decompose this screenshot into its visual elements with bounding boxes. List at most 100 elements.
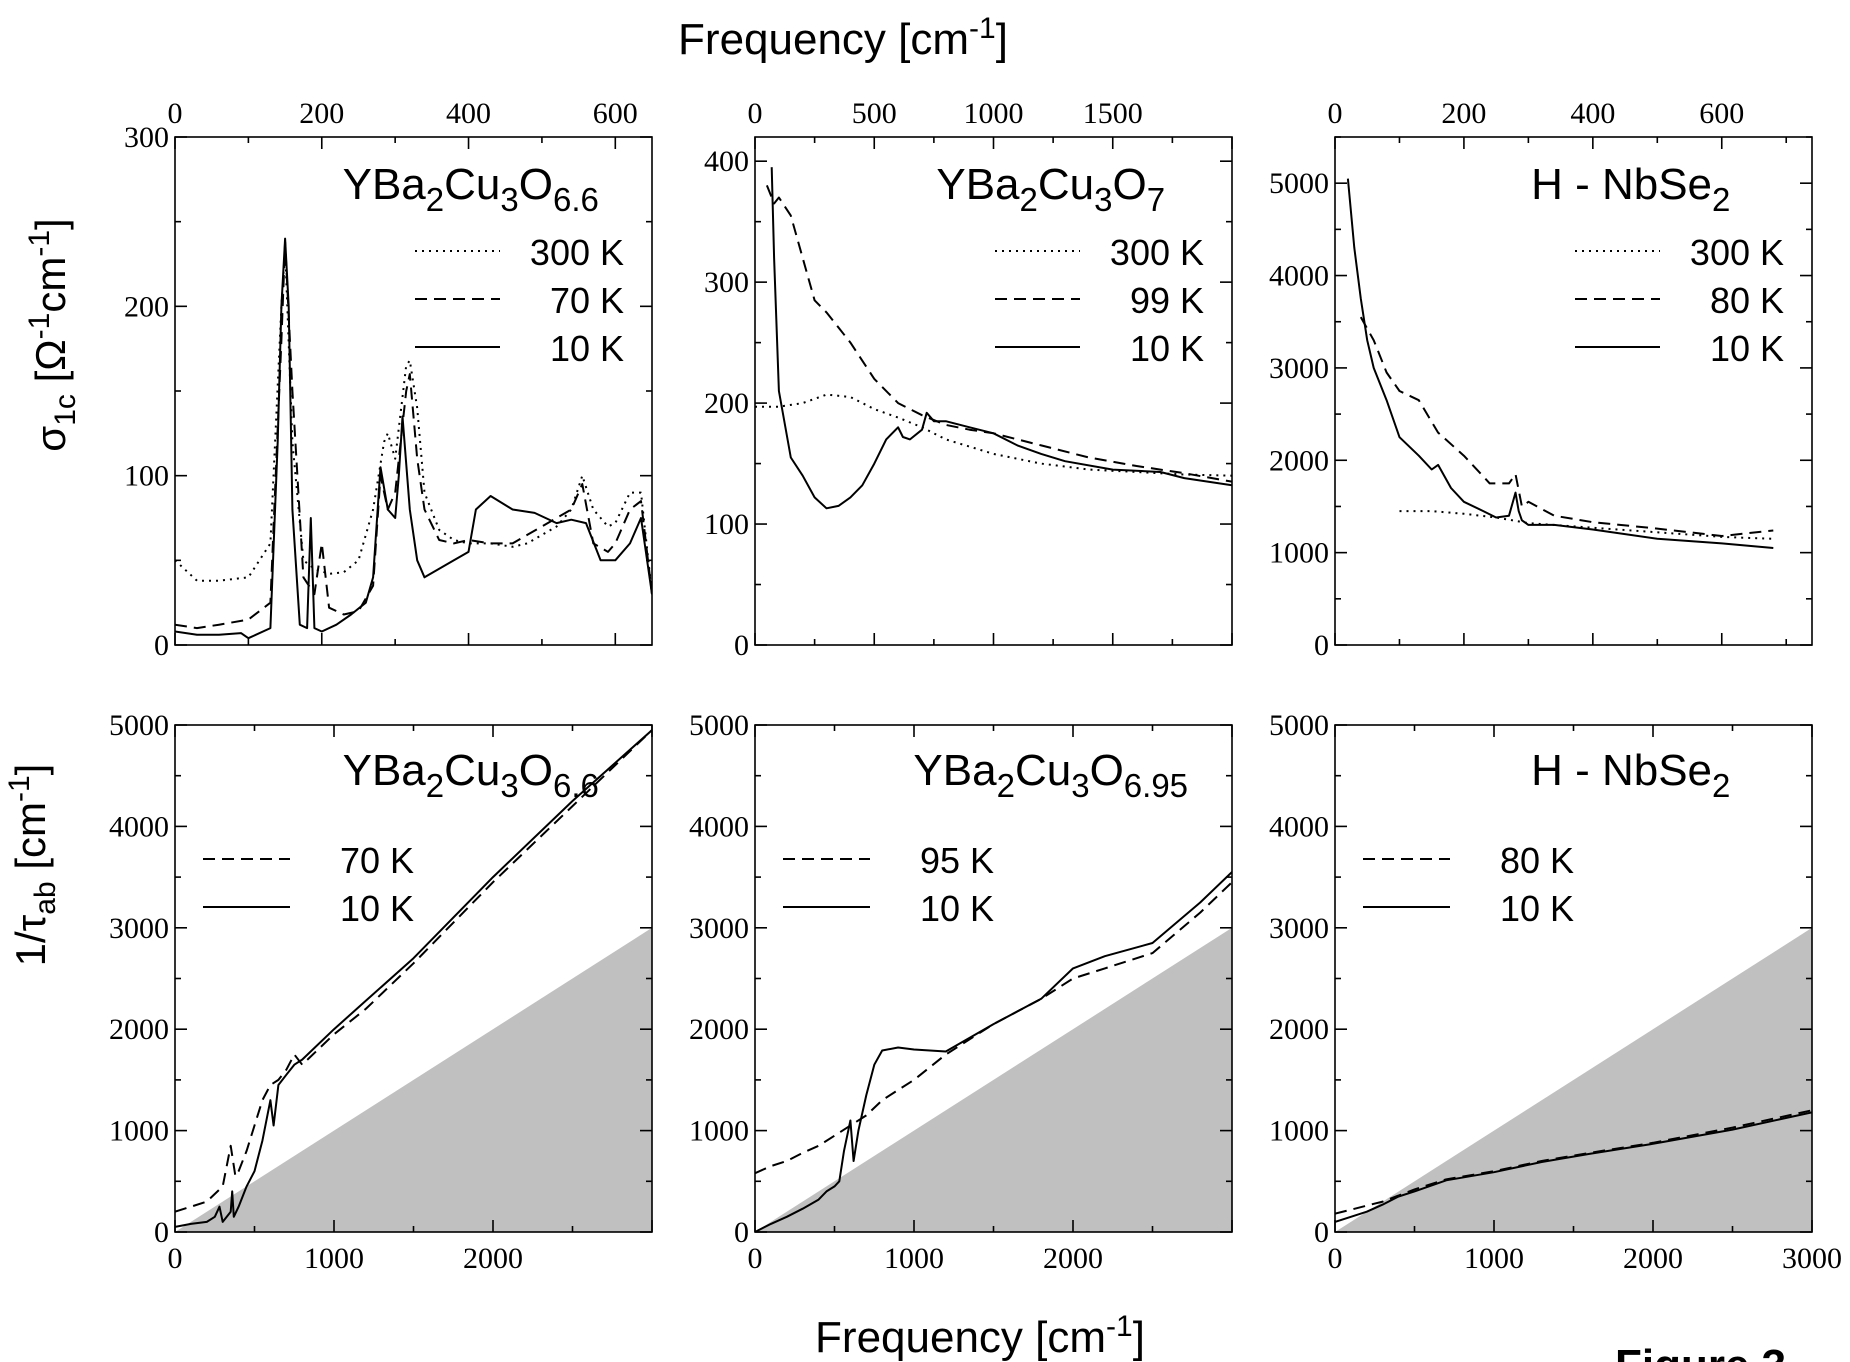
legend-label: 80 K — [1710, 280, 1784, 321]
y-tick-label: 4000 — [689, 810, 749, 843]
panel-bottom-left: 0 1000 2000 0 1000 2000 3000 4000 5000 YBa2Cu3O6.… — [109, 709, 653, 1275]
panel-title: H - NbSe2 — [1531, 160, 1730, 218]
y-tick-label: 1000 — [1269, 537, 1329, 570]
x-tick-label: 3000 — [1782, 1242, 1842, 1275]
x-tick-label: 200 — [1441, 97, 1486, 130]
series-line-10-k — [1335, 1111, 1812, 1223]
x-tick-label: 0 — [168, 1242, 183, 1275]
panel-title: YBa2Cu3O7 — [936, 160, 1165, 218]
y-tick-label: 2000 — [109, 1013, 169, 1046]
series-line-10-k — [175, 237, 652, 640]
y-tick-label: 0 — [1314, 629, 1329, 662]
y-tick-label: 1000 — [689, 1115, 749, 1148]
panel-top-middle: 0 500 1000 1500 0 100 200 300 400 YBa2Cu3O7 300 K 9… — [704, 97, 1233, 662]
x-tick-label: 2000 — [463, 1242, 523, 1275]
y-tick-label: 100 — [704, 508, 749, 541]
legend-label: 99 K — [1130, 280, 1204, 321]
x-tick-label: 1000 — [304, 1242, 364, 1275]
y-tick-label: 0 — [734, 1216, 749, 1249]
shaded-region — [175, 927, 652, 1232]
x-tick-label: 600 — [1699, 97, 1744, 130]
panel-top-left: 0 200 400 600 0 100 200 300 YBa2Cu3O6.6 300 K 70 K… — [124, 97, 653, 662]
x-tick-label: 1000 — [964, 97, 1024, 130]
series-line-99-k — [765, 185, 1232, 483]
y-tick-label: 4000 — [1269, 260, 1329, 293]
y-tick-label: 100 — [124, 460, 169, 493]
legend-label: 10 K — [1710, 328, 1784, 369]
legend-label: 70 K — [340, 840, 414, 881]
x-tick-label: 0 — [1328, 1242, 1343, 1275]
legend-label: 300 K — [1690, 232, 1784, 273]
y-tick-label: 4000 — [109, 810, 169, 843]
y-tick-label: 3000 — [689, 912, 749, 945]
plot-frame — [1334, 136, 1813, 646]
legend-label: 80 K — [1500, 840, 1574, 881]
series-line-10-k — [770, 167, 1232, 510]
y-tick-label: 5000 — [1269, 167, 1329, 200]
panel-bottom-right: 0 1000 2000 3000 0 1000 2000 3000 4000 5000 H - Nb… — [1269, 709, 1842, 1275]
y-tick-label: 200 — [124, 290, 169, 323]
series-line-300-k — [755, 393, 1232, 477]
top-y-axis-title: σ1c [Ω-1cm-1] — [23, 218, 82, 451]
y-tick-label: 4000 — [1269, 810, 1329, 843]
legend-label: 10 K — [920, 888, 994, 929]
legend-label: 10 K — [1130, 328, 1204, 369]
x-tick-label: 600 — [593, 97, 638, 130]
y-tick-label: 3000 — [1269, 352, 1329, 385]
shaded-region — [755, 927, 1232, 1232]
x-tick-label: 1500 — [1083, 97, 1143, 130]
series-line-10-k — [1346, 178, 1774, 549]
y-tick-label: 2000 — [689, 1013, 749, 1046]
y-tick-label: 0 — [154, 629, 169, 662]
top-x-axis-title: Frequency [cm-1] — [678, 12, 1008, 64]
y-tick-label: 5000 — [1269, 709, 1329, 742]
x-tick-label: 400 — [1570, 97, 1615, 130]
legend-label: 10 K — [340, 888, 414, 929]
legend-label: 70 K — [550, 280, 624, 321]
y-tick-label: 3000 — [109, 912, 169, 945]
y-tick-label: 300 — [704, 266, 749, 299]
shaded-region — [1335, 927, 1812, 1232]
y-tick-label: 5000 — [689, 709, 749, 742]
y-tick-label: 0 — [734, 629, 749, 662]
x-tick-label: 2000 — [1043, 1242, 1103, 1275]
y-tick-label: 0 — [154, 1216, 169, 1249]
panel-title: H - NbSe2 — [1531, 746, 1730, 804]
y-tick-label: 1000 — [1269, 1115, 1329, 1148]
series-line-300-k — [1399, 510, 1774, 540]
x-tick-label: 400 — [446, 97, 491, 130]
x-tick-label: 1000 — [884, 1242, 944, 1275]
legend-label: 300 K — [1110, 232, 1204, 273]
x-tick-label: 500 — [852, 97, 897, 130]
x-tick-label: 0 — [168, 97, 183, 130]
y-tick-label: 2000 — [1269, 444, 1329, 477]
series-line-70-k — [175, 729, 652, 1213]
series-line-95-k — [755, 881, 1232, 1175]
series-line-10-k — [755, 871, 1232, 1232]
legend-label: 10 K — [550, 328, 624, 369]
legend-label: 10 K — [1500, 888, 1574, 929]
x-tick-label: 0 — [748, 1242, 763, 1275]
series-line-80-k — [1359, 316, 1774, 537]
x-tick-label: 0 — [748, 97, 763, 130]
series-line-10-k — [175, 729, 652, 1228]
y-tick-label: 300 — [124, 121, 169, 154]
figure-label: Figure 3 — [1615, 1341, 1786, 1362]
y-tick-label: 200 — [704, 387, 749, 420]
bottom-y-axis-title: 1/τab [cm-1] — [3, 764, 62, 967]
y-tick-label: 1000 — [109, 1115, 169, 1148]
panel-top-right: 0 200 400 600 0 1000 2000 3000 4000 5000 H - NbSe2… — [1269, 97, 1813, 662]
y-tick-label: 400 — [704, 145, 749, 178]
x-tick-label: 2000 — [1623, 1242, 1683, 1275]
x-tick-label: 200 — [299, 97, 344, 130]
y-tick-label: 0 — [1314, 1216, 1329, 1249]
bottom-x-axis-title: Frequency [cm-1] — [815, 1310, 1145, 1362]
legend-label: 95 K — [920, 840, 994, 881]
panel-bottom-middle: 0 1000 2000 0 1000 2000 3000 4000 5000 YBa2Cu3O6.… — [689, 709, 1233, 1275]
y-tick-label: 5000 — [109, 709, 169, 742]
panel-title: YBa2Cu3O6.95 — [913, 746, 1188, 804]
x-tick-label: 1000 — [1464, 1242, 1524, 1275]
chart-panels: 0 200 400 600 0 100 200 300 YBa2Cu3O6.6 300 K 70 K… — [109, 97, 1842, 1275]
legend-label: 300 K — [530, 232, 624, 273]
